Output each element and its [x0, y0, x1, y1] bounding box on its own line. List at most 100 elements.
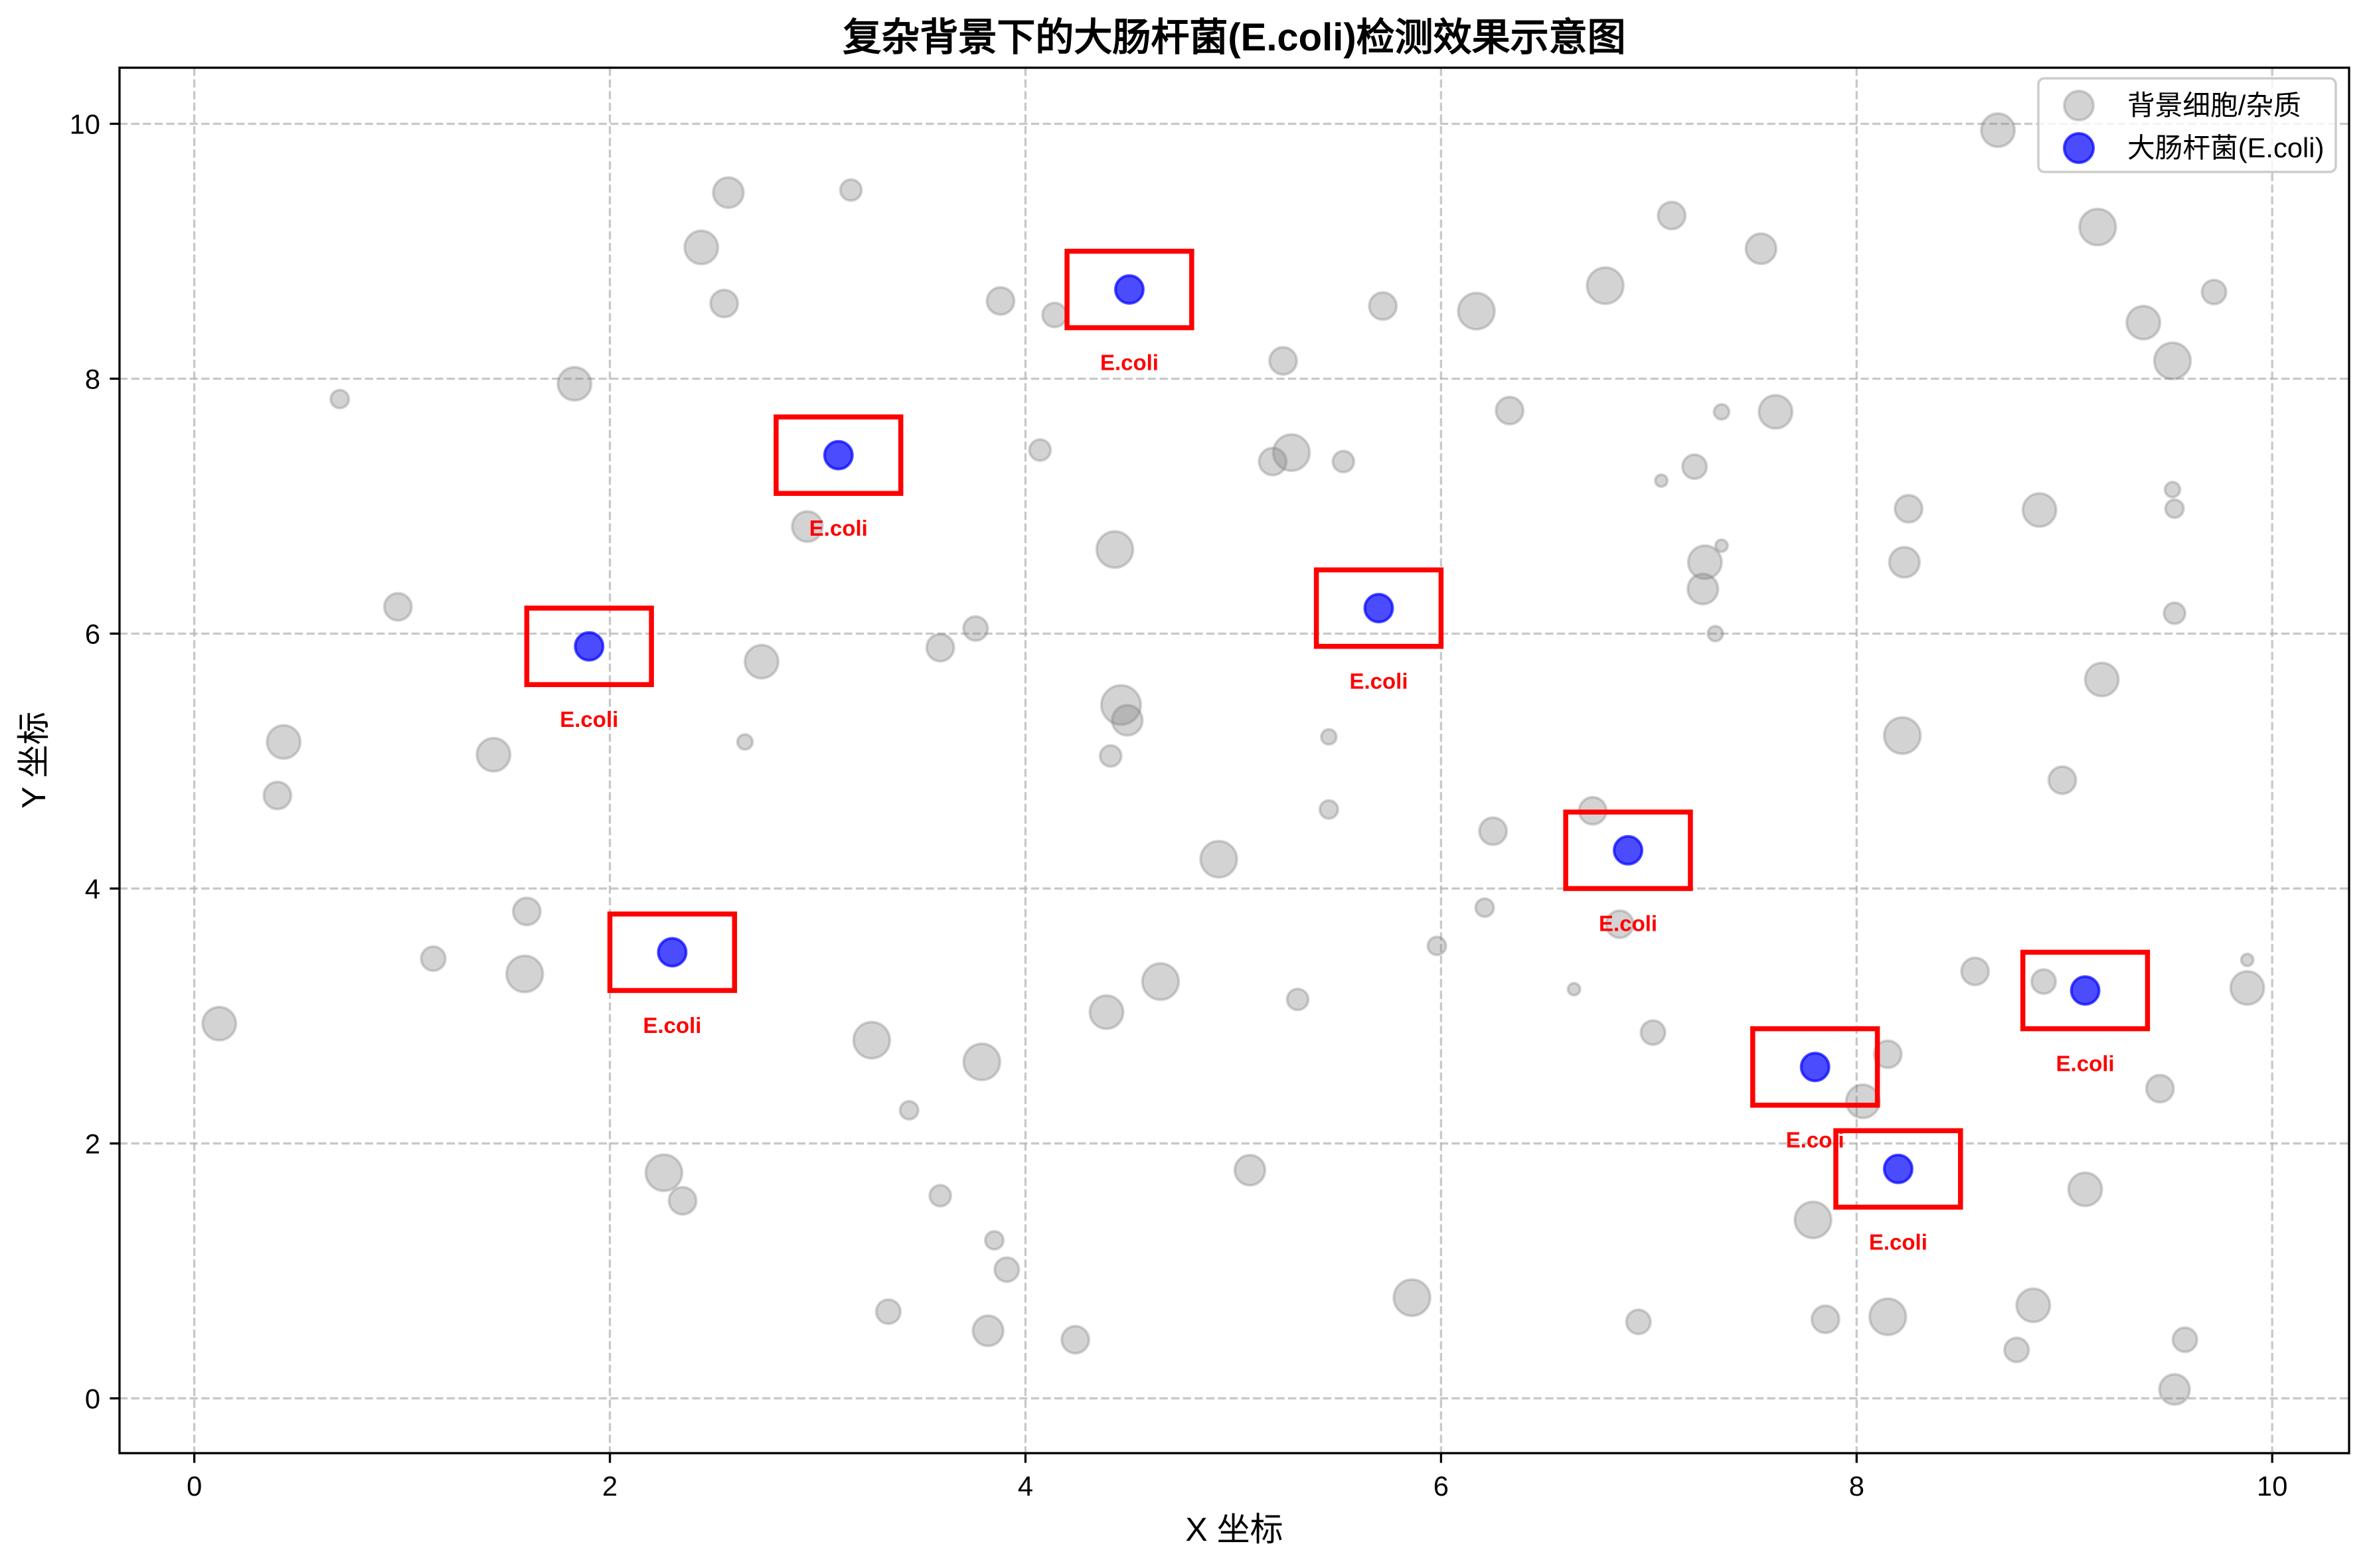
- background-cell-point: [1271, 433, 1311, 473]
- detection-label: E.coli: [1100, 351, 1159, 375]
- ecoli-point: [1882, 1153, 1914, 1184]
- background-cell-point: [1882, 716, 1922, 755]
- background-cell-point: [1960, 956, 1991, 986]
- x-tick-label: 6: [1433, 1470, 1449, 1502]
- background-cell-point: [874, 1298, 902, 1326]
- detection-box: [1313, 567, 1444, 649]
- background-cell-point: [2030, 968, 2058, 995]
- axes-frame: [118, 66, 2350, 1454]
- detection-box: [524, 605, 654, 688]
- background-cell-point: [1233, 1154, 1267, 1187]
- background-cell-point: [839, 178, 863, 202]
- y-tick-label: 6: [85, 618, 100, 649]
- plot-area: E.coli E.coli E.coli E.coli E.coli E.coli E.co…: [201, 112, 2265, 1406]
- legend-item-background-cells: 背景细胞/杂质: [2063, 90, 2301, 121]
- detection-box: [1064, 248, 1194, 331]
- background-cell-point: [1625, 1308, 1652, 1336]
- background-cell-point: [791, 510, 824, 543]
- legend-label-background-cells: 背景细胞/杂质: [2127, 90, 2301, 121]
- background-cell-point: [2200, 278, 2228, 306]
- background-cell-point: [1793, 1200, 1833, 1239]
- y-tick-label: 4: [85, 873, 100, 904]
- background-cell-point: [1392, 1278, 1431, 1318]
- detection-label: E.coli: [560, 707, 618, 732]
- background-cell-point: [382, 591, 413, 622]
- background-cell-point: [1088, 994, 1125, 1030]
- x-tick-label: 8: [1849, 1470, 1864, 1502]
- x-tick-label: 4: [1018, 1470, 1033, 1502]
- background-cell-point: [1028, 438, 1052, 462]
- detection-box: [1563, 809, 1693, 892]
- background-cell-point: [505, 954, 544, 994]
- background-cell-point: [1680, 453, 1708, 481]
- background-cell-points: [201, 112, 2265, 1406]
- background-cell-point: [2083, 661, 2120, 698]
- background-cell-point: [511, 896, 542, 927]
- background-cell-point: [2021, 492, 2058, 528]
- legend: 背景细胞/杂质 大肠杆菌(E.coli): [2037, 77, 2337, 173]
- background-cell-point: [266, 724, 302, 760]
- background-cell-point: [1605, 909, 1635, 939]
- detection-label: E.coli: [1869, 1229, 1927, 1254]
- ecoli-point: [823, 439, 854, 471]
- background-cell-point: [1318, 799, 1340, 821]
- background-cell-point: [1426, 935, 1447, 957]
- background-cell-point: [2164, 498, 2185, 519]
- detection-box: [1750, 1026, 1880, 1108]
- background-cell-point: [2015, 1287, 2052, 1324]
- background-cell-point: [1757, 394, 1794, 430]
- background-cell-point: [1657, 200, 1687, 231]
- background-cell-point: [993, 1256, 1021, 1283]
- background-cell-point: [683, 229, 720, 266]
- chart-title: 复杂背景下的大肠杆菌(E.coli)检测效果示意图: [843, 16, 1625, 59]
- detection-label: E.coli: [643, 1013, 701, 1038]
- background-cell-point: [644, 1153, 684, 1192]
- background-cell-point: [201, 1005, 238, 1042]
- background-cell-point: [962, 1042, 1002, 1081]
- background-cell-point: [1495, 395, 1525, 426]
- background-cell-point: [2047, 765, 2078, 795]
- background-cell-point: [1368, 291, 1398, 321]
- background-cell-point: [1566, 982, 1582, 997]
- y-tick-label: 10: [70, 108, 100, 139]
- detection-box: [2020, 949, 2151, 1032]
- background-cell-point: [712, 176, 745, 209]
- background-cell-point: [420, 945, 447, 973]
- background-cell-point: [2067, 1171, 2103, 1208]
- x-axis-label: X 坐标: [1185, 1511, 1283, 1548]
- background-cell-point: [1100, 684, 1143, 726]
- ecoli-point: [574, 631, 605, 662]
- background-cell-point: [1868, 1297, 1908, 1336]
- ecoli-points: [574, 274, 2101, 1184]
- background-cell-point: [2229, 970, 2265, 1006]
- background-cell-point: [2240, 952, 2255, 968]
- background-cell-point: [1331, 449, 1356, 474]
- background-cell-point: [1706, 625, 1724, 643]
- y-axis-label: Y 坐标: [15, 712, 52, 809]
- ecoli-point: [1363, 593, 1394, 623]
- background-cell-point: [1894, 493, 1924, 524]
- background-cell-point: [852, 1020, 892, 1060]
- x-tick-label: 0: [187, 1470, 202, 1502]
- background-cell-point: [1095, 530, 1135, 570]
- background-cell-point: [1654, 473, 1669, 489]
- background-cell-point: [2163, 601, 2187, 625]
- background-cell-point: [1258, 446, 1288, 477]
- background-cell-point: [709, 288, 740, 319]
- x-tick-label: 10: [2257, 1470, 2287, 1502]
- background-cell-point: [1111, 704, 1144, 737]
- background-cell-point: [1888, 546, 1921, 579]
- background-cell-point: [475, 736, 512, 773]
- background-cell-point: [1478, 816, 1509, 846]
- ecoli-point: [1613, 834, 1643, 866]
- background-cell-point: [1098, 744, 1123, 768]
- background-cell-point: [2153, 341, 2192, 380]
- background-cell-point: [1474, 897, 1495, 918]
- x-tick-label: 2: [602, 1470, 617, 1502]
- background-cell-point: [1320, 728, 1338, 746]
- detections: E.coli E.coli E.coli E.coli E.coli E.coli E.co…: [524, 248, 2151, 1254]
- legend-frame: [2037, 77, 2337, 173]
- background-cell-point: [1586, 266, 1625, 305]
- background-cell-point: [2163, 481, 2182, 499]
- background-cell-point: [1686, 572, 1720, 606]
